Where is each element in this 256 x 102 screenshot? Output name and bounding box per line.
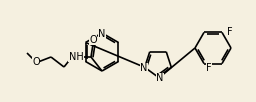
Text: N: N [156,73,164,83]
Text: O: O [32,57,40,67]
Text: NH: NH [69,52,83,62]
Text: F: F [206,63,212,73]
Text: N: N [98,29,106,39]
Text: F: F [227,27,233,37]
Text: N: N [140,63,147,73]
Text: O: O [89,35,97,45]
